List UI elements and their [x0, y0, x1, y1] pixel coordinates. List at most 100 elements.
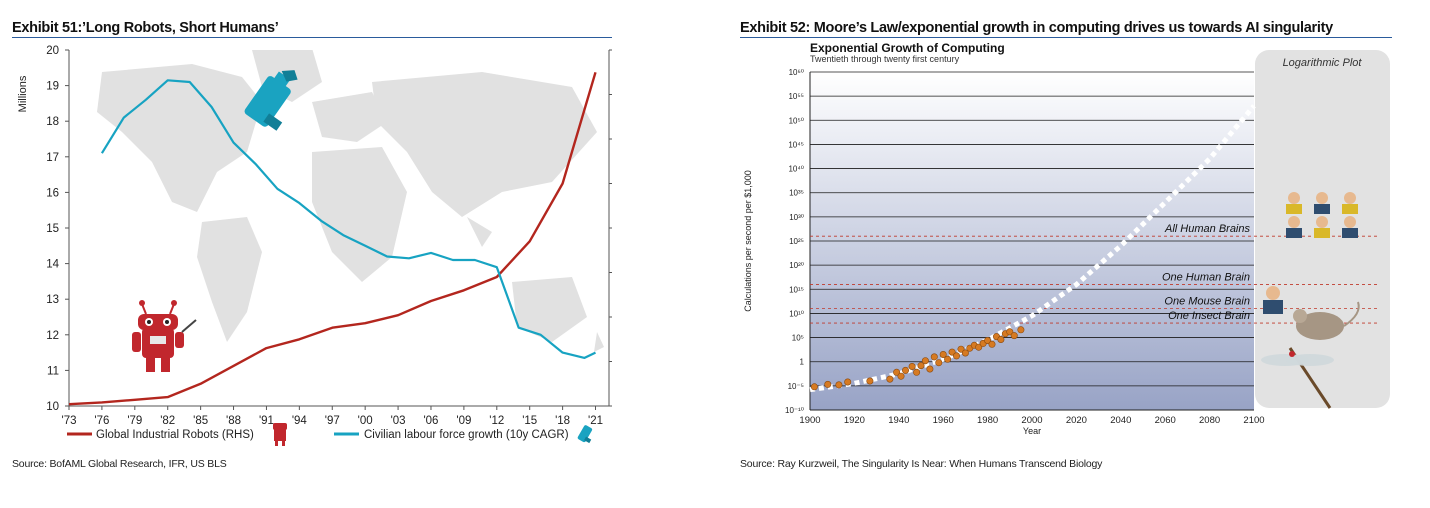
data-point: [997, 335, 1005, 343]
x-tick-label: '15: [522, 415, 537, 427]
y-axis-label: Calculations per second per $1,000: [743, 170, 753, 312]
exhibit-51-series: [69, 71, 597, 406]
y-tick-label: 10⁵⁵: [788, 92, 804, 101]
y-tick-label: 10²⁰: [789, 261, 804, 270]
x-tick-label: 2080: [1199, 415, 1220, 426]
x-tick-label: '85: [193, 415, 208, 427]
y-tick-label: 10³⁰: [789, 213, 804, 222]
exhibit-52-chart-subtitle: Twentieth through twenty first century: [810, 54, 960, 64]
x-tick-label: '76: [94, 415, 109, 427]
data-point: [810, 383, 818, 391]
x-tick-label: '91: [259, 415, 274, 427]
y-tick-label: 10⁶⁰: [789, 68, 804, 77]
data-point: [1006, 328, 1014, 336]
data-point: [917, 362, 925, 370]
x-tick-label: '09: [456, 415, 471, 427]
left-axis-label: Millions: [17, 75, 29, 112]
data-point: [897, 372, 905, 380]
data-point: [893, 368, 901, 376]
threshold-label: All Human Brains: [1164, 223, 1250, 235]
left-tick-label: 12: [46, 330, 59, 342]
exhibit-52-chart: Exponential Growth of Computing Twentiet…: [743, 42, 1390, 436]
exhibit-52-series: All Human Brains One Human Brain One Mouse…: [809, 104, 1380, 393]
left-tick-label: 14: [46, 259, 59, 271]
data-point: [930, 353, 938, 361]
exhibit-51-chart: 10111213141516171819200.00.51.01.52.02.5…: [17, 45, 612, 446]
left-tick-label: 11: [47, 365, 59, 377]
x-tick-label: 2040: [1110, 415, 1131, 426]
world-map-background: [97, 50, 604, 352]
y-tick-label: 10⁵: [792, 334, 804, 343]
left-tick-label: 18: [46, 116, 59, 128]
x-tick-label: 1940: [888, 415, 909, 426]
data-point: [975, 343, 983, 351]
left-tick-label: 15: [46, 223, 59, 235]
robot-icon: [132, 300, 197, 372]
x-tick-label: '18: [555, 415, 570, 427]
data-point: [926, 365, 934, 373]
left-tick-label: 16: [46, 187, 59, 199]
data-point: [866, 377, 874, 385]
exhibit-52-panel: Exhibit 52: Moore’s Law/exponential grow…: [740, 20, 1392, 470]
logarithmic-plot-label: Logarithmic Plot: [1283, 57, 1363, 69]
series-global-industrial-robots: [69, 71, 597, 406]
data-point: [984, 336, 992, 344]
y-tick-label: 10⁴⁰: [788, 165, 804, 174]
x-tick-label: '21: [588, 415, 603, 427]
x-tick-label: '00: [358, 415, 373, 427]
x-tick-label: '06: [423, 415, 438, 427]
data-point: [886, 375, 894, 383]
x-tick-label: '97: [325, 415, 340, 427]
data-point: [1017, 326, 1025, 334]
data-point: [902, 366, 910, 374]
x-tick-label: '82: [160, 415, 175, 427]
x-tick-label: 2060: [1155, 415, 1176, 426]
data-point: [844, 378, 852, 386]
data-point: [908, 362, 916, 370]
human-brains-illustration: [1261, 192, 1360, 409]
x-tick-label: 2020: [1066, 415, 1087, 426]
exhibit-52-axes: 10⁻¹⁰ 10⁻⁵ 1 10⁵ 10¹⁰ 10¹⁵ 10²⁰ 10²⁵ 10³⁰ 10³⁵ 10⁴…: [743, 68, 1265, 436]
exhibit-52-chart-title: Exponential Growth of Computing: [810, 42, 1005, 55]
data-point: [913, 368, 921, 376]
data-point: [921, 357, 929, 365]
x-tick-label: 2100: [1243, 415, 1264, 426]
x-tick-label: 1900: [799, 415, 820, 426]
legend-robots-label: Global Industrial Robots (RHS): [96, 429, 254, 441]
exponential-trend-line: [809, 104, 1256, 393]
y-tick-label: 10¹⁵: [789, 285, 804, 294]
y-tick-label: 10⁻¹⁰: [785, 406, 804, 415]
legend-tool-icon: [577, 425, 593, 444]
mouse-illustration: [1293, 301, 1360, 340]
legend-labour-label: Civilian labour force growth (10y CAGR): [364, 429, 569, 441]
data-point: [935, 359, 943, 367]
y-tick-label: 10⁵⁰: [789, 116, 804, 125]
legend-robot-icon: [273, 423, 287, 446]
data-point: [835, 381, 843, 389]
left-tick-label: 13: [46, 294, 59, 306]
data-point: [939, 350, 947, 358]
y-tick-label: 10²⁵: [789, 237, 804, 246]
data-point: [953, 352, 961, 360]
data-point: [824, 380, 832, 388]
threshold-label: One Mouse Brain: [1164, 296, 1250, 308]
x-tick-label: '79: [127, 415, 142, 427]
exhibit-51-panel: Exhibit 51:’Long Robots, Short Humans’ 1…: [12, 20, 612, 470]
y-tick-label: 10¹⁰: [789, 309, 804, 318]
exhibit-51-source: Source: BofAML Global Research, IFR, US …: [12, 458, 227, 470]
exhibit-52-source: Source: Ray Kurzweil, The Singularity Is…: [740, 458, 1103, 470]
x-tick-label: '12: [489, 415, 504, 427]
data-point: [948, 348, 956, 356]
x-tick-label: '88: [226, 415, 241, 427]
y-tick-label: 10⁻⁵: [788, 382, 804, 391]
x-tick-label: 2000: [1021, 415, 1042, 426]
left-tick-label: 10: [46, 401, 59, 413]
series-civilian-labour-force: [100, 79, 596, 359]
x-tick-label: 1960: [933, 415, 954, 426]
exhibit-51-axes: 10111213141516171819200.00.51.01.52.02.5…: [17, 45, 612, 427]
threshold-label: One Insect Brain: [1168, 310, 1250, 322]
x-tick-label: '94: [292, 415, 308, 427]
data-point: [1010, 332, 1018, 340]
power-tool-icon: [244, 70, 298, 131]
x-tick-label: 1980: [977, 415, 998, 426]
